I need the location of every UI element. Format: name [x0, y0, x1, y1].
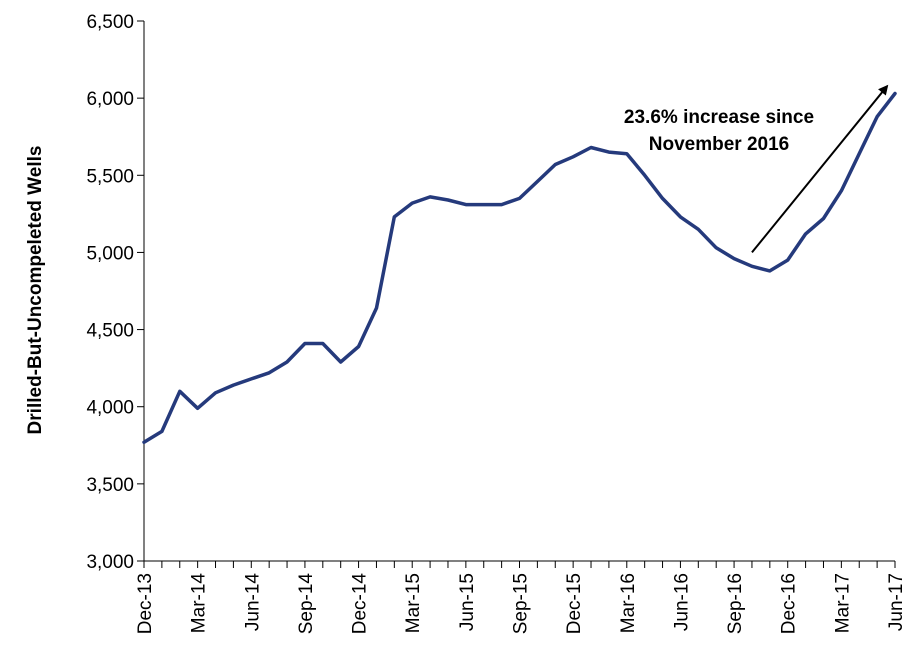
y-tick-label: 6,000 [86, 89, 134, 110]
x-tick-label: Mar-15 [403, 573, 424, 633]
y-axis-label: Drilled-But-Uncompeleted Wells [25, 146, 46, 435]
x-tick-label: Sep-16 [725, 573, 746, 634]
x-tick-label: Dec-14 [350, 573, 371, 635]
y-tick-label: 4,000 [86, 398, 134, 419]
x-tick-label: Dec-15 [564, 573, 585, 634]
annotation-arrow [751, 84, 889, 254]
y-axis: 3,000 3,500 4,000 4,500 5,000 5,500 6,000 6,500 [86, 12, 145, 573]
x-tick-label: Jun-16 [671, 573, 692, 631]
x-tick-label: Sep-14 [296, 573, 317, 635]
x-tick-label: Sep-15 [511, 573, 532, 634]
x-tick-label: Jun-14 [242, 573, 263, 632]
y-tick-label: 3,500 [86, 475, 134, 496]
y-tick-label: 5,500 [86, 166, 134, 187]
x-tick-label: Mar-14 [189, 573, 210, 634]
x-tick-label: Jun-17 [886, 573, 907, 631]
x-tick-label: Mar-16 [618, 573, 639, 633]
x-tick-label: Dec-13 [135, 573, 156, 634]
annotation-text-line1: 23.6% increase since [624, 107, 814, 128]
x-tick-label: Jun-15 [457, 573, 478, 631]
series-points [143, 93, 896, 443]
y-tick-label: 4,500 [86, 321, 134, 342]
x-axis: Dec-13 Mar-14 Jun-14 Sep-14 Dec-14 Mar-15 Jun-… [135, 560, 907, 635]
y-tick-label: 6,500 [86, 12, 134, 33]
y-tick-label: 3,000 [86, 552, 134, 573]
x-tick-label: Dec-16 [779, 573, 800, 634]
annotation-text-line2: November 2016 [649, 134, 789, 155]
y-tick-label: 5,000 [86, 243, 134, 264]
x-tick-label: Mar-17 [832, 573, 853, 633]
